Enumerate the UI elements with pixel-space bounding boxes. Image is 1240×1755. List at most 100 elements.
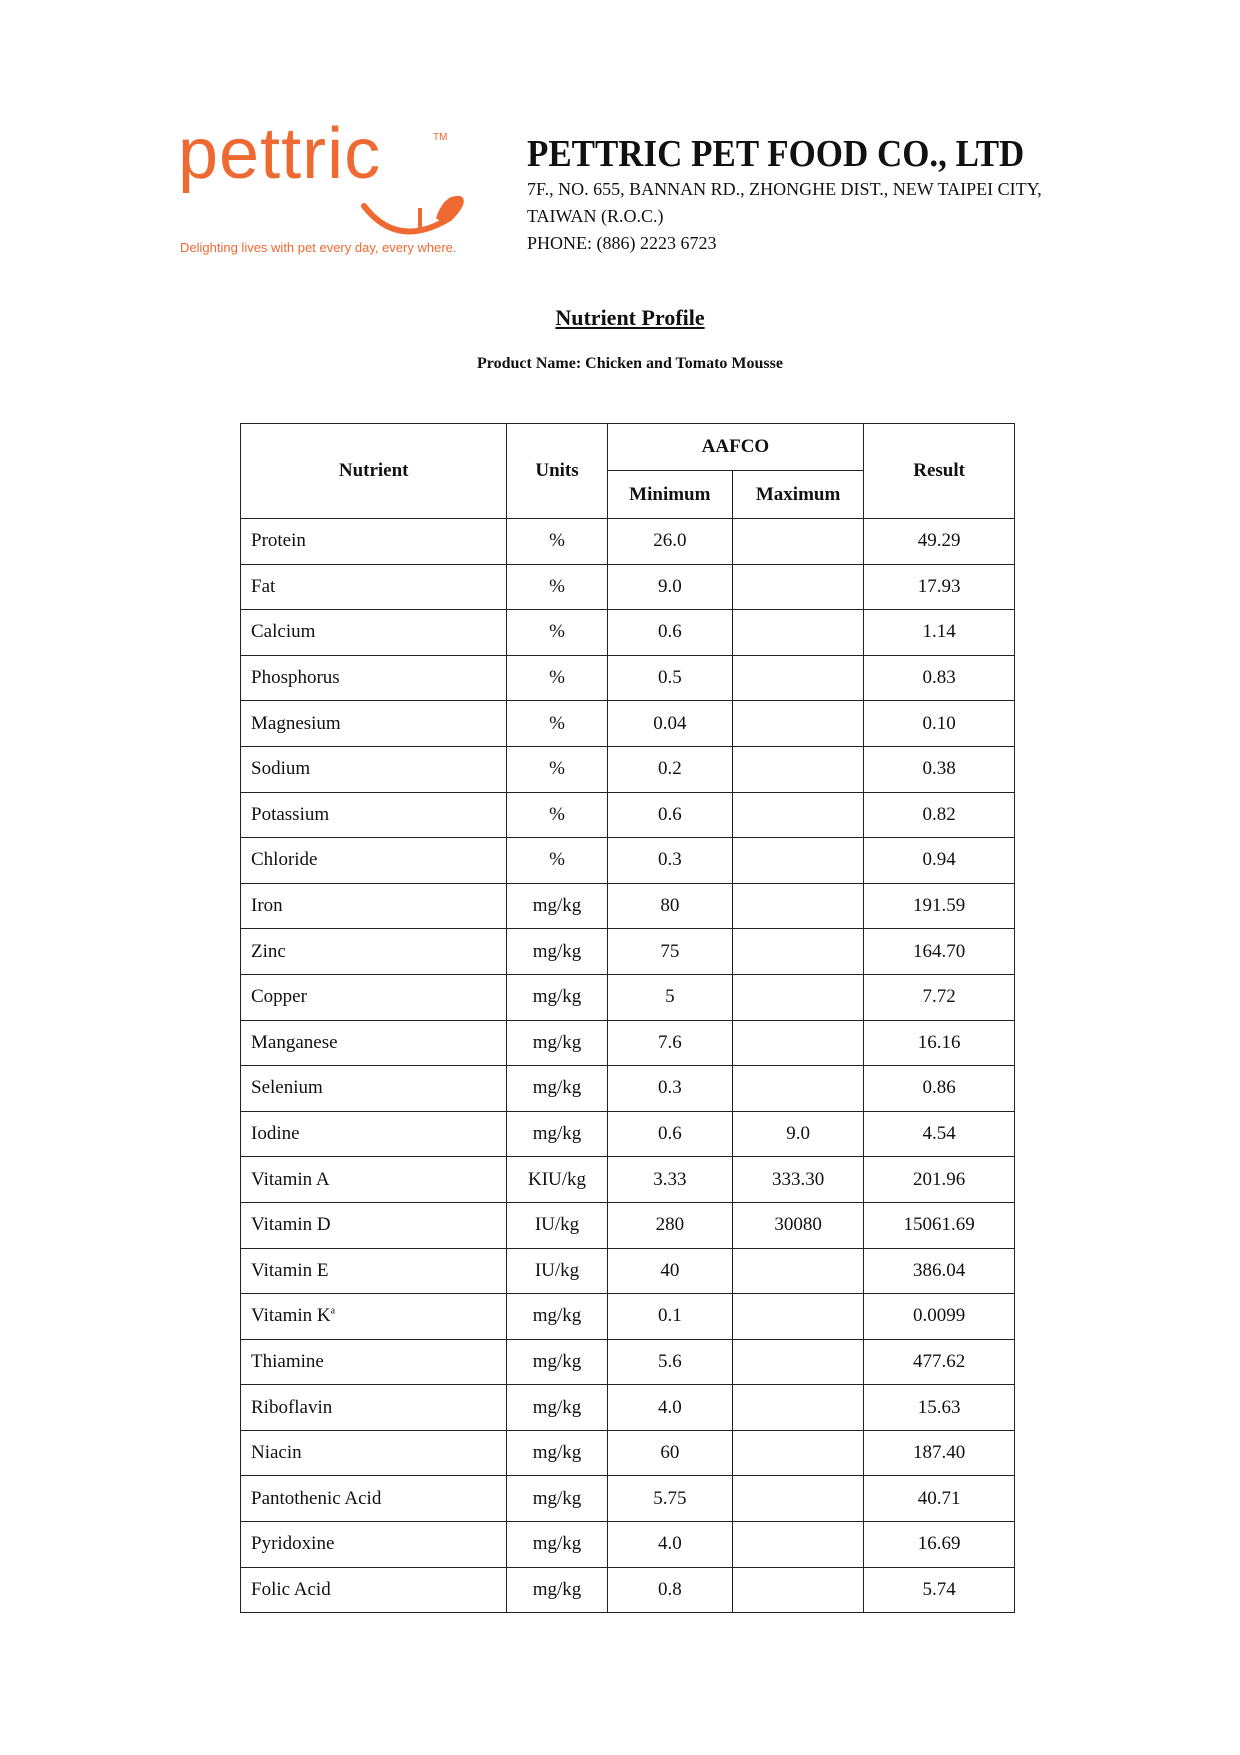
- minimum-cell: 26.0: [606, 518, 733, 565]
- units-cell-text: %: [549, 530, 565, 552]
- minimum-cell-text: 5.75: [653, 1487, 687, 1509]
- units-cell: mg/kg: [506, 1384, 608, 1431]
- table-row: Fat% 9.0 17.93: [239, 563, 1015, 611]
- nutrient-cell: Zinc: [239, 928, 508, 975]
- footnote-marker: a: [330, 1306, 336, 1318]
- nutrient-cell: Protein: [239, 518, 508, 565]
- maximum-cell: [731, 1475, 865, 1523]
- nutrient-cell-text: Vitamin A: [251, 1168, 330, 1190]
- minimum-cell: 0.1: [606, 1293, 733, 1340]
- nutrient-cell-text: Iodine: [251, 1123, 300, 1145]
- minimum-cell-text: 0.3: [657, 849, 682, 871]
- nutrient-cell-text: Fat: [251, 575, 276, 597]
- result-cell: 5.74: [863, 1566, 1015, 1614]
- minimum-cell-text: 9.0: [657, 575, 682, 597]
- table-row: Protein% 26.0 49.29: [239, 518, 1015, 565]
- result-cell: 40.71: [863, 1475, 1015, 1523]
- result-cell: 201.96: [863, 1156, 1015, 1203]
- maximum-cell: [731, 928, 865, 975]
- result-cell-text: 0.86: [922, 1077, 956, 1099]
- maximum-cell: 30080: [731, 1201, 865, 1249]
- table-row: Iron mg/kg 80 191.59: [239, 882, 1015, 930]
- result-cell: 7.72: [863, 973, 1015, 1021]
- nutrient-cell-text: Zinc: [251, 940, 286, 962]
- nutrient-cell-text: Vitamin E: [251, 1259, 329, 1281]
- nutrient-cell-text: Copper: [251, 986, 307, 1008]
- units-cell-text: mg/kg: [532, 1487, 582, 1509]
- result-cell: 0.86: [863, 1065, 1015, 1112]
- units-cell: %: [506, 745, 608, 793]
- table-row: Phosphorus% 0.5 0.83: [239, 654, 1015, 702]
- minimum-cell: 0.6: [606, 1110, 733, 1158]
- units-cell-text: mg/kg: [532, 1533, 582, 1555]
- nutrient-cell-text: Folic Acid: [251, 1578, 331, 1600]
- table-row: Pantothenic Acid mg/kg 5.75 40.71: [239, 1475, 1015, 1523]
- minimum-cell: 40: [606, 1247, 733, 1295]
- result-cell: 0.94: [863, 837, 1015, 884]
- nutrient-cell-text: Manganese: [251, 1031, 338, 1053]
- nutrient-cell: Iron: [239, 882, 508, 930]
- nutrient-cell-text: Iron: [251, 895, 283, 917]
- result-cell: 49.29: [863, 518, 1015, 565]
- result-cell-text: 49.29: [917, 530, 961, 552]
- maximum-cell: [731, 609, 865, 656]
- nutrient-cell: Selenium: [239, 1065, 508, 1112]
- nutrient-cell-text: Sodium: [251, 758, 311, 780]
- table-row: Folic Acid mg/kg 0.8 5.74: [239, 1566, 1015, 1614]
- result-cell-text: 0.82: [922, 803, 956, 825]
- result-cell-text: 7.72: [922, 986, 956, 1008]
- nutrient-cell: Riboflavin: [239, 1384, 508, 1431]
- nutrient-cell-text: Calcium: [251, 621, 316, 643]
- table-row: Iodine mg/kg 0.6 9.0 4.54: [239, 1110, 1015, 1158]
- units-cell-text: mg/kg: [532, 1396, 582, 1418]
- maximum-cell: [731, 791, 865, 839]
- result-cell-text: 164.70: [912, 940, 966, 962]
- units-cell: %: [506, 654, 608, 702]
- table-row: Manganese mg/kg 7.6 16.16: [239, 1019, 1015, 1067]
- units-cell-text: %: [549, 803, 565, 825]
- units-cell: mg/kg: [506, 1521, 608, 1568]
- minimum-cell-text: 0.1: [657, 1305, 682, 1327]
- nutrient-cell: Sodium: [239, 745, 508, 793]
- result-cell-text: 477.62: [912, 1350, 966, 1372]
- logo-wordmark: pettric: [178, 114, 382, 194]
- result-cell-text: 15.63: [917, 1396, 961, 1418]
- minimum-cell: 0.2: [606, 745, 733, 793]
- maximum-cell: [731, 882, 865, 930]
- pettric-logo: pettric TM Delighting lives with pet eve…: [178, 118, 498, 263]
- units-cell: %: [506, 791, 608, 839]
- units-cell: %: [506, 563, 608, 611]
- minimum-cell: 75: [606, 928, 733, 975]
- units-cell-text: mg/kg: [532, 895, 582, 917]
- nutrient-cell: Vitamin D: [239, 1201, 508, 1249]
- company-name: PETTRIC PET FOOD CO., LTD: [527, 133, 1025, 175]
- table-row: Copper mg/kg 5 7.72: [239, 973, 1015, 1021]
- units-cell: mg/kg: [506, 1338, 608, 1386]
- nutrient-cell-text: Thiamine: [251, 1350, 324, 1372]
- header-units: Units: [506, 423, 608, 519]
- maximum-cell: [731, 700, 865, 747]
- minimum-cell: 4.0: [606, 1384, 733, 1431]
- result-cell: 0.82: [863, 791, 1015, 839]
- nutrient-cell: Folic Acid: [239, 1566, 508, 1614]
- minimum-cell-text: 0.8: [657, 1578, 682, 1600]
- header-aafco: AAFCO: [606, 423, 865, 471]
- result-cell: 17.93: [863, 563, 1015, 611]
- document-title: Nutrient Profile: [555, 305, 705, 330]
- result-cell-text: 0.0099: [912, 1305, 966, 1327]
- minimum-cell: 7.6: [606, 1019, 733, 1067]
- minimum-cell-text: 0.6: [657, 621, 682, 643]
- units-cell: mg/kg: [506, 928, 608, 975]
- result-cell: 477.62: [863, 1338, 1015, 1386]
- minimum-cell: 0.3: [606, 1065, 733, 1112]
- nutrient-cell-text: Niacin: [251, 1442, 302, 1464]
- table-row: Vitamin D IU/kg 280 30080 15061.69: [239, 1201, 1015, 1249]
- result-cell-text: 386.04: [912, 1259, 966, 1281]
- minimum-cell: 280: [606, 1201, 733, 1249]
- header-result: Result: [863, 423, 1015, 519]
- company-header: PETTRIC PET FOOD CO., LTD 7F., NO. 655, …: [527, 132, 1068, 257]
- nutrient-cell: Calcium: [239, 609, 508, 656]
- minimum-cell: 5.6: [606, 1338, 733, 1386]
- units-cell: IU/kg: [506, 1247, 608, 1295]
- minimum-cell: 0.3: [606, 837, 733, 884]
